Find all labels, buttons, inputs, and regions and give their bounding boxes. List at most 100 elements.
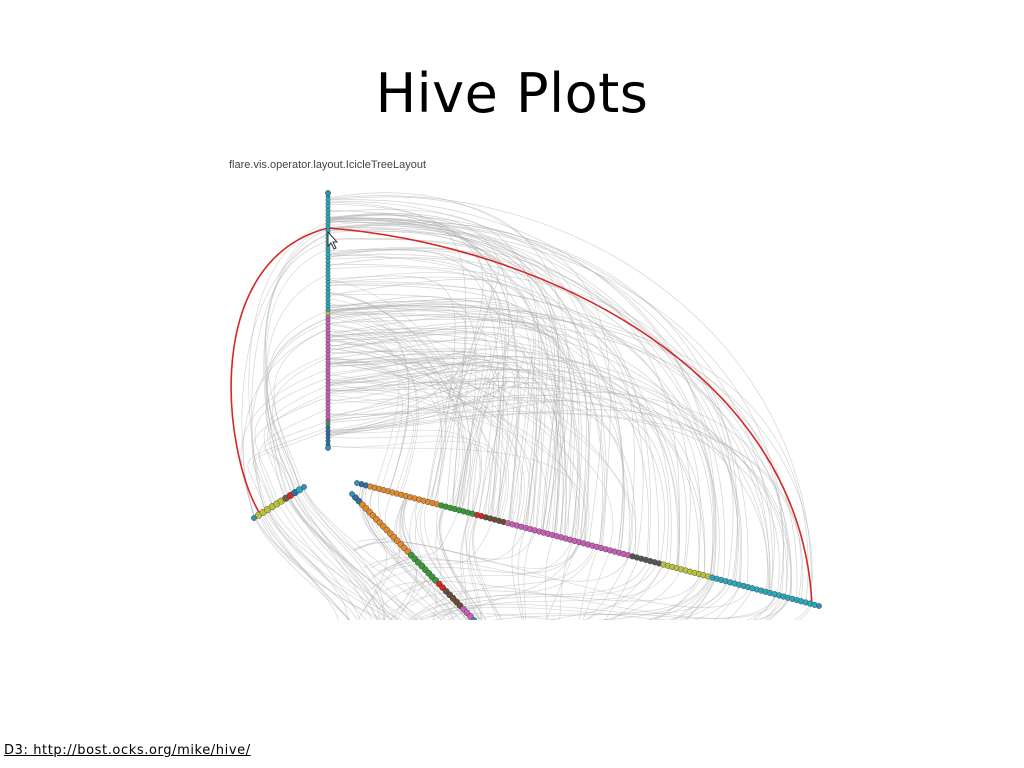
hive-link — [327, 330, 418, 495]
hive-link — [327, 413, 780, 595]
hive-link — [746, 594, 778, 620]
hive-link — [327, 219, 771, 593]
hive-link — [327, 360, 443, 503]
hive-link — [327, 316, 624, 553]
hive-link — [327, 353, 705, 576]
hive-link — [327, 387, 509, 521]
hive-link — [582, 550, 611, 620]
hive-link — [327, 238, 741, 585]
hive-link — [327, 334, 419, 495]
hive-link — [327, 298, 410, 492]
hive-link — [327, 440, 501, 520]
hive-link — [263, 224, 329, 500]
hive-link — [327, 291, 447, 504]
hive-link — [327, 331, 538, 529]
hive-link — [517, 527, 527, 620]
hive-link — [258, 408, 329, 505]
hive-link — [327, 362, 680, 569]
hive-link — [263, 420, 329, 492]
source-link[interactable]: D3: http://bost.ocks.org/mike/hive/ — [4, 743, 251, 758]
hive-link — [252, 396, 329, 507]
hive-link — [327, 279, 471, 511]
hive-link — [327, 314, 714, 578]
hive-link — [302, 487, 385, 620]
hive-link — [248, 222, 329, 511]
hive-link — [327, 305, 633, 556]
hive-link — [327, 305, 809, 603]
hive-link — [726, 588, 753, 620]
hive-link — [327, 337, 492, 510]
hive-link — [472, 514, 499, 620]
hive-link — [296, 491, 385, 620]
axis-node — [295, 486, 303, 494]
hive-link — [327, 383, 496, 518]
hive-link — [415, 499, 481, 620]
hive-link — [327, 196, 572, 540]
hive-link — [327, 317, 442, 503]
hive-link — [327, 292, 472, 511]
hive-link — [263, 385, 329, 499]
hive-link — [468, 514, 482, 620]
hive-link — [671, 577, 714, 620]
hive-link — [327, 369, 625, 554]
hive-link — [327, 319, 535, 521]
hive-link — [578, 547, 600, 620]
hive-link — [327, 253, 715, 578]
figure-caption: flare.vis.operator.layout.IcicleTreeLayo… — [229, 159, 427, 171]
hive-link — [242, 328, 329, 518]
hive-link — [598, 576, 711, 620]
hive-link — [327, 230, 560, 533]
hive-link — [327, 195, 812, 604]
vertical-axis — [325, 190, 331, 451]
hive-link — [269, 508, 367, 620]
axis-end-node — [349, 491, 355, 497]
hive-link — [327, 340, 590, 544]
hive-link — [252, 430, 329, 507]
hive-link — [646, 577, 712, 620]
hive-link — [648, 574, 704, 620]
axis-end-node — [325, 445, 331, 451]
hive-link — [327, 344, 614, 551]
hive-link — [327, 409, 743, 585]
hive-link — [251, 233, 329, 512]
hive-link — [327, 348, 476, 509]
hive-link — [327, 328, 637, 557]
hive-link — [300, 489, 443, 620]
hive-link — [327, 325, 581, 542]
hive-link — [327, 399, 637, 558]
axis-end-node — [325, 190, 331, 196]
hive-link — [327, 249, 535, 528]
hive-link — [327, 296, 477, 511]
hive-link — [386, 519, 494, 572]
hive-link — [327, 314, 463, 509]
hive-link — [327, 378, 404, 490]
hive-link — [265, 240, 329, 490]
hive-plot-canvas — [230, 190, 822, 620]
hive-link — [327, 309, 649, 561]
hive-link — [327, 381, 561, 536]
hive-link — [327, 304, 644, 558]
hive-link — [327, 228, 564, 536]
axis-end-node — [816, 603, 822, 609]
hive-link — [439, 506, 482, 620]
hive-link — [264, 228, 329, 498]
hive-link — [247, 426, 329, 511]
hive-link — [327, 355, 714, 578]
hive-link — [327, 410, 415, 494]
hive-link — [254, 377, 329, 503]
mouse-cursor-icon — [327, 230, 339, 250]
hive-link — [327, 366, 505, 514]
hive-link — [327, 340, 590, 544]
hive-link — [327, 214, 607, 549]
axis-end-node — [354, 480, 360, 486]
hive-link — [673, 577, 715, 620]
hive-link — [327, 324, 400, 488]
hive-link — [267, 509, 411, 620]
hive-link — [448, 541, 579, 620]
hive-link — [327, 221, 717, 578]
hive-link — [327, 294, 775, 593]
highlight-link — [230, 227, 329, 515]
hive-link — [327, 332, 788, 598]
hive-link — [327, 201, 739, 584]
hive-link — [327, 266, 672, 567]
